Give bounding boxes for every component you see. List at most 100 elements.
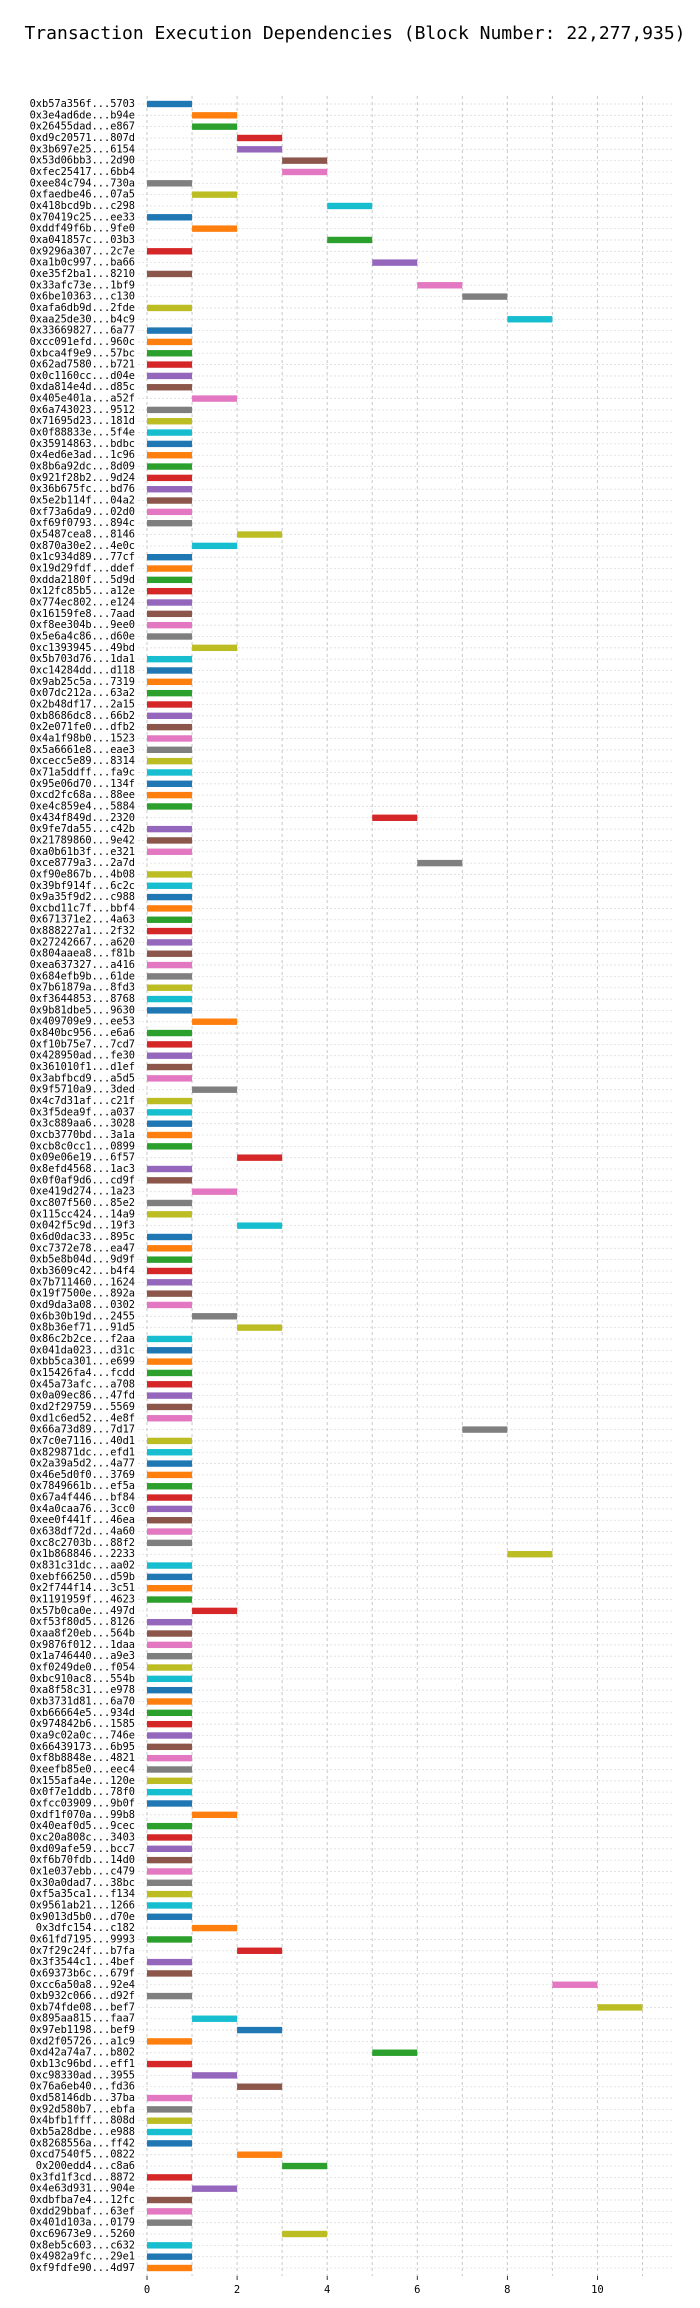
bar: [147, 1460, 193, 1467]
bar: [282, 2162, 328, 2170]
y-tick-label: 0x33669827...6a77: [30, 325, 135, 337]
y-tick-label: 0x115cc424...14a9: [30, 1208, 135, 1220]
y-tick-label: 0xc807f560...85e2: [30, 1197, 135, 1209]
y-tick-label: 0x07dc212a...63a2: [30, 687, 135, 699]
bar: [237, 531, 283, 538]
y-tick-label: 0x405e401a...a52f: [30, 393, 135, 405]
bar: [192, 1607, 238, 1615]
bar: [147, 576, 193, 584]
bar: [147, 678, 193, 686]
bar: [237, 1154, 283, 1161]
bar: [147, 1913, 193, 1920]
bar: [147, 1686, 193, 1694]
y-tick-label: 0x39bf914f...6c2c: [30, 880, 135, 892]
bar: [147, 1596, 193, 1603]
bar: [147, 882, 193, 889]
bar: [147, 2117, 193, 2124]
y-tick-label: 0x9296a307...2c7e: [30, 245, 135, 257]
y-tick-label: 0xd09afe59...bcc7: [30, 1843, 135, 1855]
x-tick-label: 8: [504, 2284, 510, 2296]
y-tick-label: 0xddf49f6b...9fe0: [30, 223, 135, 235]
bar: [147, 1562, 193, 1569]
bar: [147, 1041, 193, 1048]
bar: [192, 1924, 238, 1932]
bar: [147, 2174, 193, 2181]
bar: [147, 961, 193, 969]
y-tick-label: 0xcc6a50a8...92e4: [30, 1979, 135, 1991]
bar: [147, 463, 193, 470]
y-tick-label: 0x5e6a4c86...d60e: [30, 631, 135, 643]
bar: [147, 214, 193, 221]
bar: [192, 1086, 238, 1093]
y-tick-label: 0x7f29c24f...b7fa: [30, 1945, 135, 1957]
y-tick-label: 0x2b48df17...2a15: [30, 698, 135, 710]
y-tick-label: 0x418bcd9b...c298: [30, 200, 135, 212]
y-tick-label: 0x8efd4568...1ac3: [30, 1163, 135, 1175]
bar: [147, 791, 193, 799]
y-tick-label: 0xd42a74a7...b802: [30, 2047, 135, 2059]
y-tick-label: 0x428950ad...fe30: [30, 1050, 135, 1062]
bar: [147, 1120, 193, 1127]
y-tick-label: 0x9fe7da55...c42b: [30, 823, 135, 835]
y-tick-label: 0xbc910ac8...554b: [30, 1673, 135, 1685]
y-tick-label: 0x9013d5b0...d70e: [30, 1911, 135, 1923]
bar: [147, 1063, 193, 1071]
y-tick-label: 0x671371e2...4a63: [30, 914, 135, 926]
y-tick-label: 0x3dfc154...c182: [36, 1922, 135, 1934]
y-tick-label: 0x1b868846...2233: [30, 1548, 135, 1560]
bar: [147, 1267, 193, 1275]
bar: [417, 859, 463, 867]
bar: [147, 2219, 193, 2226]
y-tick-label: 0x1e037ebb...c479: [30, 1865, 135, 1877]
bar: [147, 905, 193, 912]
y-tick-label: 0xb3731d81...6a70: [30, 1696, 135, 1708]
bar: [462, 293, 508, 300]
y-tick-label: 0xd1c6ed52...4e8f: [30, 1412, 135, 1424]
y-tick-label: 0xc7372e78...ea47: [30, 1242, 135, 1254]
bar: [147, 1698, 193, 1705]
bar: [147, 1233, 193, 1241]
bar: [147, 304, 193, 312]
y-tick-label: 0x6a743023...9512: [30, 404, 135, 416]
y-tick-label: 0x921f28b2...9d24: [30, 472, 135, 484]
y-tick-label: 0x774ec802...e124: [30, 597, 135, 609]
y-tick-label: 0x6d0dac33...895c: [30, 1231, 135, 1243]
y-tick-label: 0x042f5c9d...19f3: [30, 1220, 135, 1232]
bar: [147, 418, 193, 425]
y-tick-label: 0x804aaea8...f81b: [30, 948, 135, 960]
bar: [237, 2151, 283, 2158]
y-tick-label: 0x0f88833e...5f4e: [30, 427, 135, 439]
y-tick-label: 0x2f744f14...3c51: [30, 1582, 135, 1594]
bar: [147, 1415, 193, 1422]
y-tick-label: 0x67a4f446...bf84: [30, 1492, 135, 1504]
y-tick-label: 0x2a39a5d2...4a77: [30, 1458, 135, 1470]
bar: [147, 1970, 193, 1977]
y-tick-label: 0x409709e9...ee53: [30, 1016, 135, 1028]
y-tick-label: 0xb8686dc8...66b2: [30, 710, 135, 722]
y-tick-label: 0xb3609c42...b4f4: [30, 1265, 135, 1277]
bar: [147, 1822, 193, 1830]
y-tick-label: 0x0c1160cc...d04e: [30, 370, 135, 382]
bar: [237, 1324, 283, 1331]
bar: [147, 1279, 193, 1286]
bar: [147, 848, 193, 855]
y-tick-label: 0xda814e4d...d85c: [30, 381, 135, 393]
y-tick-label: 0xc98330ad...3955: [30, 2069, 135, 2081]
bar: [147, 1630, 193, 1637]
bar: [147, 440, 193, 448]
y-tick-label: 0xf0249de0...f054: [30, 1662, 135, 1674]
bar: [147, 384, 193, 391]
bar: [147, 655, 193, 663]
y-tick-label: 0x76a6eb40...fd36: [30, 2081, 135, 2093]
y-tick-label: 0x1191959f...4623: [30, 1594, 135, 1606]
y-tick-label: 0xb74fde08...bef7: [30, 2001, 135, 2013]
y-tick-label: 0x4ed6e3ad...1c96: [30, 449, 135, 461]
bar: [147, 2094, 193, 2102]
y-tick-label: 0xa1b0c997...ba66: [30, 257, 135, 269]
y-tick-label: 0xfcc03909...9b0f: [30, 1797, 135, 1809]
y-tick-label: 0xb57a356f...5703: [30, 98, 135, 110]
bar: [507, 1551, 553, 1558]
y-tick-label: 0x200edd4...c8a6: [36, 2160, 135, 2172]
bar: [147, 723, 193, 731]
